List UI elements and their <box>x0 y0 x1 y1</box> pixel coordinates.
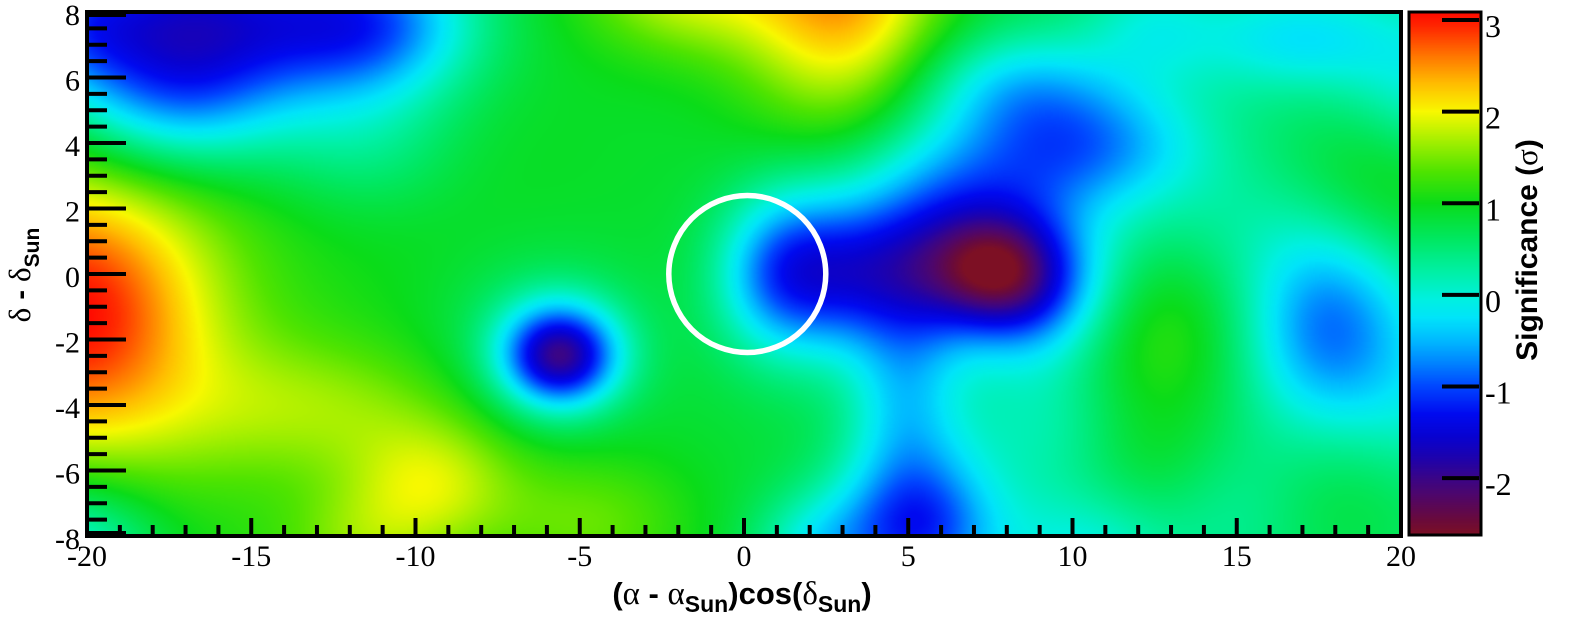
svg-text:-5: -5 <box>567 540 592 573</box>
svg-text:-20: -20 <box>67 540 107 573</box>
svg-text:4: 4 <box>65 130 80 163</box>
svg-text:20: 20 <box>1386 540 1416 573</box>
svg-text:2: 2 <box>65 196 80 229</box>
svg-text:15: 15 <box>1222 540 1252 573</box>
svg-text:10: 10 <box>1058 540 1088 573</box>
svg-text:-4: -4 <box>55 392 80 425</box>
svg-text:Significance (σ): Significance (σ) <box>1509 139 1544 361</box>
svg-text:δ - δSun: δ - δSun <box>2 228 44 323</box>
svg-text:0: 0 <box>1485 283 1501 319</box>
svg-text:0: 0 <box>737 540 752 573</box>
svg-text:5: 5 <box>901 540 916 573</box>
svg-text:-2: -2 <box>1485 466 1512 502</box>
svg-text:-15: -15 <box>231 540 271 573</box>
svg-text:3: 3 <box>1485 8 1501 44</box>
svg-text:-1: -1 <box>1485 375 1512 411</box>
svg-text:2: 2 <box>1485 100 1501 136</box>
svg-text:-2: -2 <box>55 327 80 360</box>
svg-text:1: 1 <box>1485 191 1501 227</box>
svg-text:0: 0 <box>65 261 80 294</box>
svg-text:(α - αSun)cos(δSun): (α - αSun)cos(δSun) <box>612 576 871 617</box>
svg-text:6: 6 <box>65 65 80 98</box>
svg-text:8: 8 <box>65 0 80 32</box>
svg-text:-8: -8 <box>55 523 80 556</box>
svg-text:-6: -6 <box>55 458 80 491</box>
svg-text:-10: -10 <box>396 540 436 573</box>
